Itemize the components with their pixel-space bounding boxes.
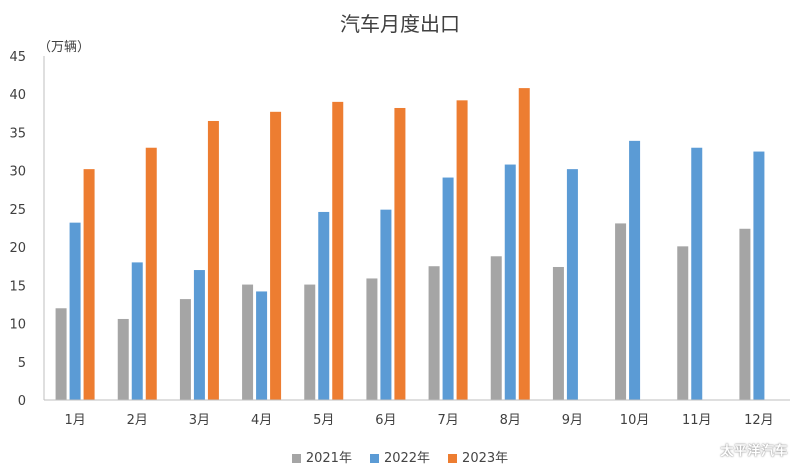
legend-label: 2021年 <box>305 451 352 466</box>
bar-2023年-8月 <box>518 88 530 401</box>
bar-2022年-6月 <box>380 209 392 400</box>
chart-title: 汽车月度出口 <box>340 12 460 36</box>
bar-2022年-7月 <box>442 177 454 400</box>
bar-2021年-8月 <box>490 256 502 400</box>
bar-2021年-9月 <box>552 266 564 400</box>
x-axis: 1月 2月 3月 4月 5月 6月 7月 8月 9月 10月 11月 12月 <box>44 399 790 428</box>
x-tick-label: 9月 <box>562 413 583 428</box>
bar-2021年-6月 <box>366 278 378 400</box>
watermark-logo: 太平洋汽车 <box>720 444 788 459</box>
x-tick-label: 11月 <box>682 413 712 428</box>
bar-2022年-10月 <box>629 140 641 400</box>
bar-2021年-7月 <box>428 266 440 400</box>
x-tick-label: 1月 <box>64 413 85 428</box>
bar-2022年-5月 <box>318 211 330 400</box>
bar-2022年-8月 <box>504 164 516 400</box>
x-tick-label: 3月 <box>189 413 210 428</box>
y-tick-label: 25 <box>9 203 26 218</box>
legend-item: 2022年 <box>369 447 431 466</box>
bar-2023年-5月 <box>332 101 344 400</box>
y-tick-label: 5 <box>18 356 26 371</box>
x-tick-label: 6月 <box>375 413 396 428</box>
bar-2021年-11月 <box>677 246 689 400</box>
y-tick-label: 35 <box>9 126 26 141</box>
bar-2021年-4月 <box>242 284 254 400</box>
legend-label: 2022年 <box>383 451 431 466</box>
bar-2022年-1月 <box>69 222 81 400</box>
bar-2023年-2月 <box>145 147 157 400</box>
x-tick-label: 5月 <box>313 413 334 428</box>
x-tick-label: 4月 <box>251 413 272 428</box>
x-tick-label: 2月 <box>127 413 148 428</box>
bar-2021年-10月 <box>615 223 627 400</box>
x-tick-label: 7月 <box>437 413 458 428</box>
bar-2021年-12月 <box>739 228 751 400</box>
bar-2023年-1月 <box>83 169 95 400</box>
bar-2023年-6月 <box>394 107 406 400</box>
y-tick-label: 40 <box>9 88 26 103</box>
bar-2023年-7月 <box>456 100 468 401</box>
legend-item: 2021年 <box>291 447 352 466</box>
bar-2021年-1月 <box>55 308 67 400</box>
legend-label: 2023年 <box>462 451 509 466</box>
bar-2023年-4月 <box>270 111 282 400</box>
bar-2023年-3月 <box>207 120 219 400</box>
legend-swatch <box>291 454 301 463</box>
x-tick-label: 8月 <box>500 413 521 428</box>
y-tick-label: 20 <box>9 241 26 256</box>
y-axis: 0 5 10 15 20 25 30 35 40 45 （万辆） <box>9 40 90 409</box>
y-axis-unit-label: （万辆） <box>38 40 90 55</box>
legend-swatch <box>448 454 458 463</box>
y-tick-label: 10 <box>9 318 26 333</box>
bar-2021年-3月 <box>179 299 191 400</box>
bar-2022年-11月 <box>691 147 703 400</box>
legend-item: 2023年 <box>448 447 508 466</box>
bar-2021年-5月 <box>304 284 316 400</box>
bar-2022年-2月 <box>131 262 143 400</box>
y-tick-label: 0 <box>18 394 26 409</box>
x-tick-label: 12月 <box>744 413 774 428</box>
x-tick-label: 10月 <box>620 413 650 428</box>
bar-2022年-9月 <box>566 169 578 400</box>
legend-swatch <box>369 454 379 463</box>
bar-2021年-2月 <box>117 318 129 400</box>
legend: 2021年 2022年 2023年 <box>0 447 800 466</box>
bar-2022年-3月 <box>193 270 205 400</box>
bar-2022年-4月 <box>256 291 268 400</box>
y-tick-label: 45 <box>9 50 26 65</box>
y-tick-label: 15 <box>9 279 26 294</box>
bars <box>55 88 765 401</box>
bar-2022年-12月 <box>753 151 765 400</box>
y-tick-label: 30 <box>9 165 26 180</box>
